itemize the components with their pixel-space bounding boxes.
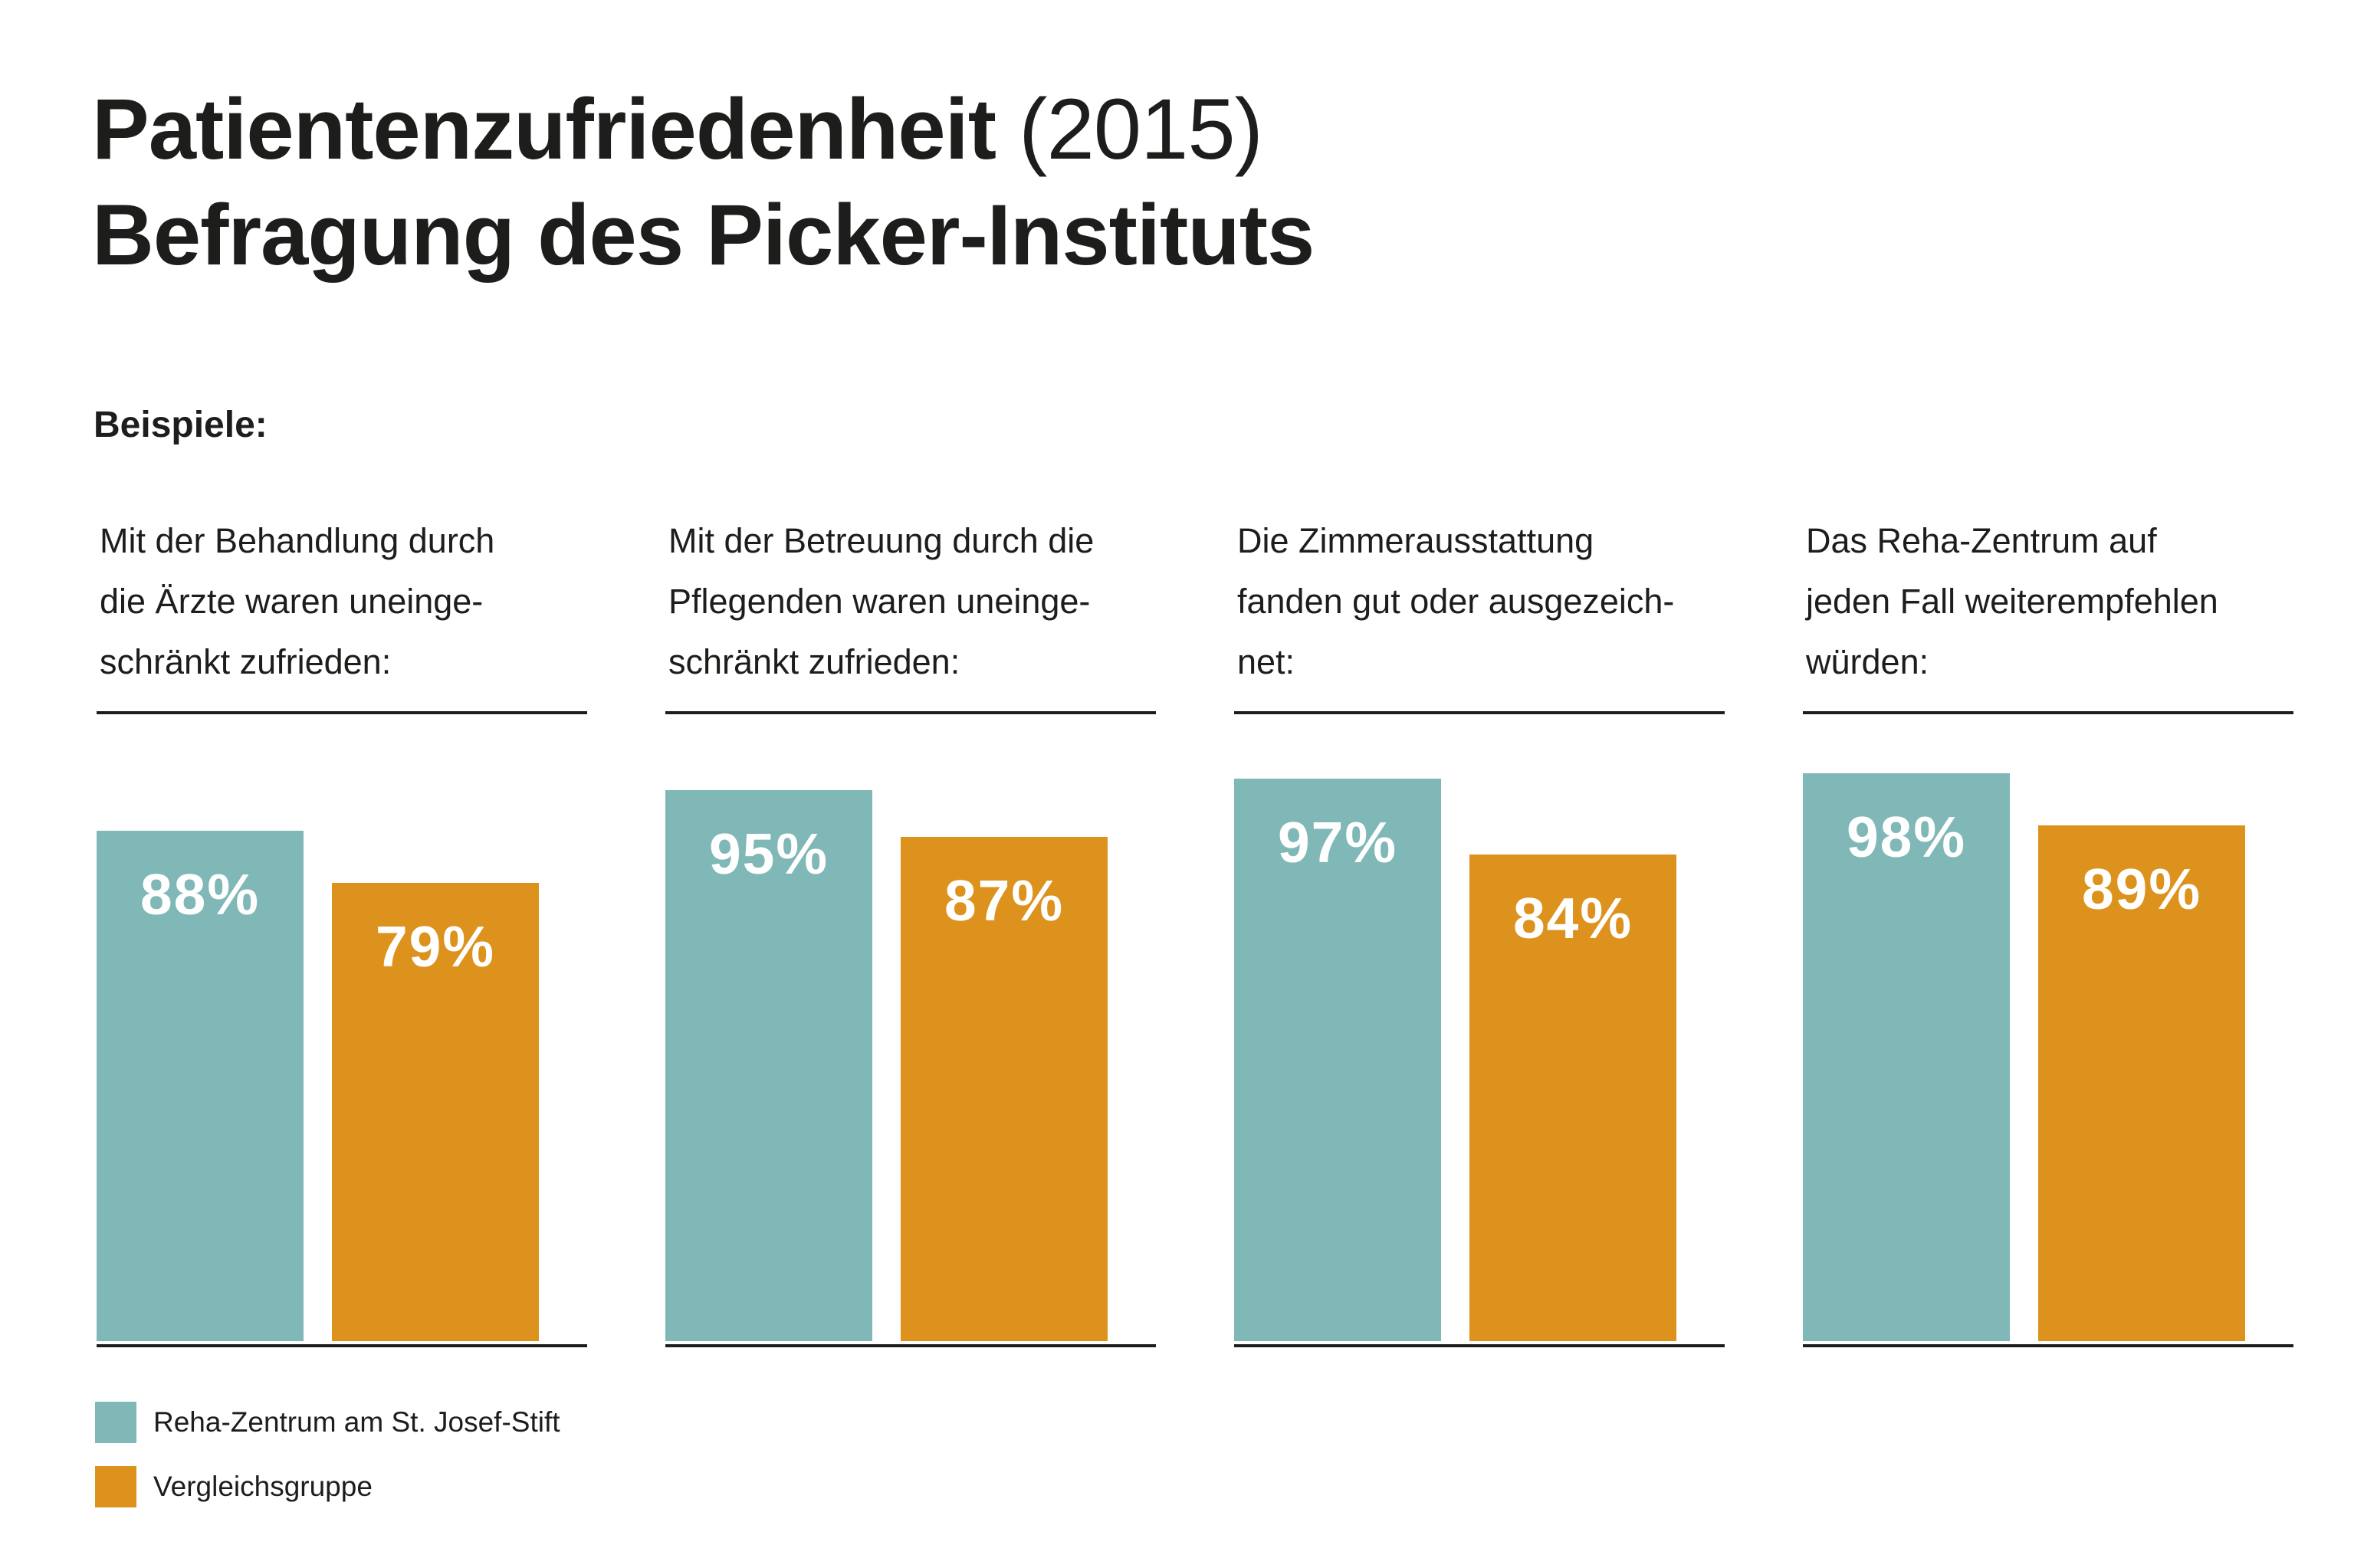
bar-value-label: 84% bbox=[1512, 885, 1633, 950]
bar-vergleichsgruppe: 89% bbox=[2038, 825, 2245, 1341]
group-top-rule bbox=[665, 711, 1156, 714]
legend: Reha-Zentrum am St. Josef-Stift Vergleic… bbox=[95, 1399, 560, 1528]
bar-group: Die Zimmerausstattung fanden gut oder au… bbox=[1234, 0, 1725, 1568]
bar-reha-zentrum: 97% bbox=[1234, 779, 1441, 1341]
legend-swatch-vergleichsgruppe bbox=[95, 1466, 136, 1507]
legend-swatch-reha-zentrum bbox=[95, 1402, 136, 1443]
group-baseline bbox=[665, 1344, 1156, 1347]
legend-item-vergleichsgruppe: Vergleichsgruppe bbox=[95, 1464, 560, 1510]
bar-group: Mit der Betreuung durch die Pflegenden w… bbox=[665, 0, 1156, 1568]
chart-subtitle: Befragung des Picker-Instituts bbox=[92, 187, 1315, 283]
bar-value-label: 98% bbox=[1846, 804, 1967, 869]
bar-value-label: 95% bbox=[708, 822, 829, 887]
bar-reha-zentrum: 88% bbox=[97, 831, 304, 1341]
bar-group: Mit der Behandlung durch die Ärzte waren… bbox=[97, 0, 587, 1568]
group-baseline bbox=[97, 1344, 587, 1347]
group-baseline bbox=[1234, 1344, 1725, 1347]
group-question: Mit der Betreuung durch die Pflegenden w… bbox=[668, 521, 1095, 681]
group-top-rule bbox=[97, 711, 587, 714]
bar-value-label: 88% bbox=[140, 862, 261, 927]
group-top-rule bbox=[1234, 711, 1725, 714]
chart-title: Patientenzufriedenheit (2015) bbox=[92, 77, 1263, 182]
bar-value-label: 79% bbox=[375, 914, 496, 979]
group-question: Die Zimmerausstattung fanden gut oder au… bbox=[1237, 521, 1675, 681]
bar-group: Das Reha-Zentrum auf jeden Fall weiterem… bbox=[1803, 0, 2293, 1568]
chart-title-main: Patientenzufriedenheit bbox=[92, 81, 996, 177]
group-top-rule bbox=[1803, 711, 2293, 714]
bar-vergleichsgruppe: 84% bbox=[1469, 854, 1676, 1341]
group-question: Mit der Behandlung durch die Ärzte waren… bbox=[100, 521, 495, 681]
bar-vergleichsgruppe: 87% bbox=[901, 836, 1108, 1341]
legend-label: Vergleichsgruppe bbox=[153, 1471, 373, 1502]
bar-reha-zentrum: 98% bbox=[1803, 773, 2010, 1341]
section-label: Beispiele: bbox=[94, 405, 268, 445]
group-baseline bbox=[1803, 1344, 2293, 1347]
bar-value-label: 89% bbox=[2081, 856, 2202, 921]
group-question: Das Reha-Zentrum auf jeden Fall weiterem… bbox=[1806, 521, 2218, 681]
legend-label: Reha-Zentrum am St. Josef-Stift bbox=[153, 1406, 560, 1438]
chart-title-year: (2015) bbox=[1019, 81, 1263, 177]
bar-value-label: 97% bbox=[1277, 810, 1398, 875]
bar-value-label: 87% bbox=[944, 868, 1065, 933]
bar-reha-zentrum: 95% bbox=[665, 790, 872, 1341]
legend-item-reha-zentrum: Reha-Zentrum am St. Josef-Stift bbox=[95, 1399, 560, 1445]
bar-vergleichsgruppe: 79% bbox=[332, 883, 539, 1341]
